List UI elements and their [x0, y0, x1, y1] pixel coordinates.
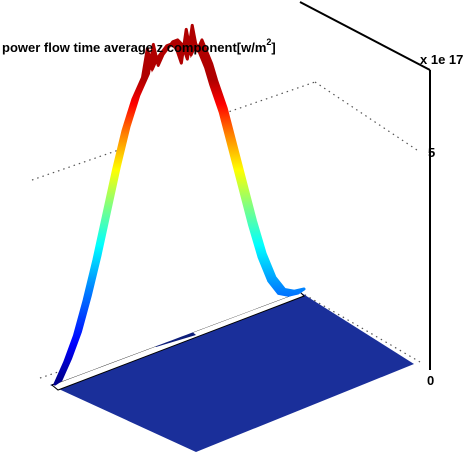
grid-line — [299, 291, 421, 363]
grid-line — [314, 81, 421, 153]
z-tick-label: 0 — [427, 373, 434, 388]
power-ridge — [53, 23, 306, 386]
ridge-front-face — [55, 29, 298, 385]
ridge-line — [54, 29, 299, 385]
floor-plane — [50, 292, 414, 452]
axes-box — [299, 1, 431, 370]
chart-title: power flow time average z component[w/m2… — [2, 37, 276, 55]
z-tick-label: 5 — [428, 145, 435, 160]
box-top-edge — [299, 1, 431, 71]
axis-exponent: x 1e 17 — [420, 52, 463, 67]
